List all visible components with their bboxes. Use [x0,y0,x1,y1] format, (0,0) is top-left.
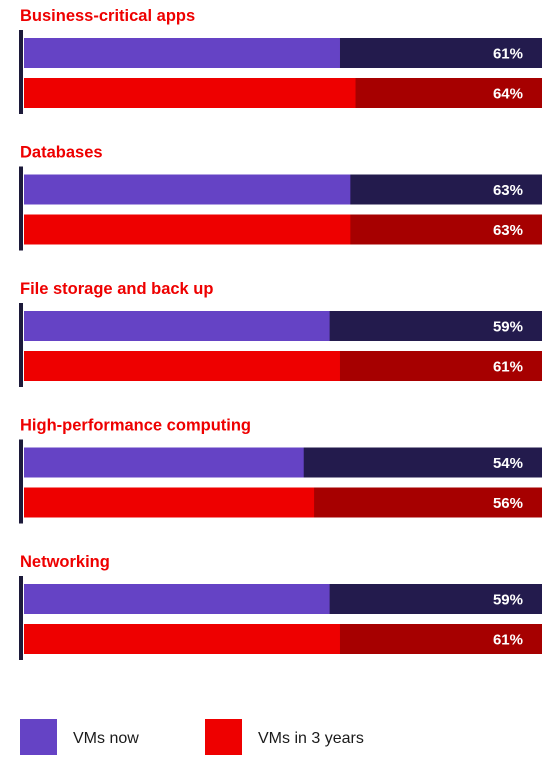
axis-line [19,166,23,251]
group-title: Business-critical apps [20,7,195,25]
group-title: Databases [20,144,103,162]
group-title: File storage and back up [20,280,213,298]
axis-line [19,439,23,524]
value-label: 56% [493,495,523,512]
value-label: 63% [493,222,523,239]
legend-label-vms-now: VMs now [73,730,139,747]
bar-vms-in-3-years [24,78,356,108]
axis-line [19,576,23,660]
value-label: 59% [493,592,523,609]
bar-vms-in-3-years [24,214,351,245]
value-label: 61% [493,359,523,376]
bar-vms-now [24,38,340,68]
legend-swatch-vms-in-3-years [205,719,242,755]
bar-vms-in-3-years [24,351,340,381]
axis-line [19,30,23,114]
value-label: 63% [493,182,523,199]
group-title: Networking [20,553,110,571]
value-label: 59% [493,319,523,336]
legend-swatch-vms-now [20,719,57,755]
axis-line [19,303,23,387]
bar-vms-in-3-years [24,487,315,518]
bar-vms-now [24,174,351,205]
bar-vms-now [24,447,304,478]
value-label: 61% [493,632,523,649]
bar-vms-in-3-years [24,624,340,654]
bar-vms-now [24,584,330,614]
value-label: 64% [493,86,523,103]
value-label: 54% [493,455,523,472]
value-label: 61% [493,46,523,63]
bar-vms-now [24,311,330,341]
legend-label-vms-in-3-years: VMs in 3 years [258,730,364,747]
group-title: High-performance computing [20,417,251,435]
